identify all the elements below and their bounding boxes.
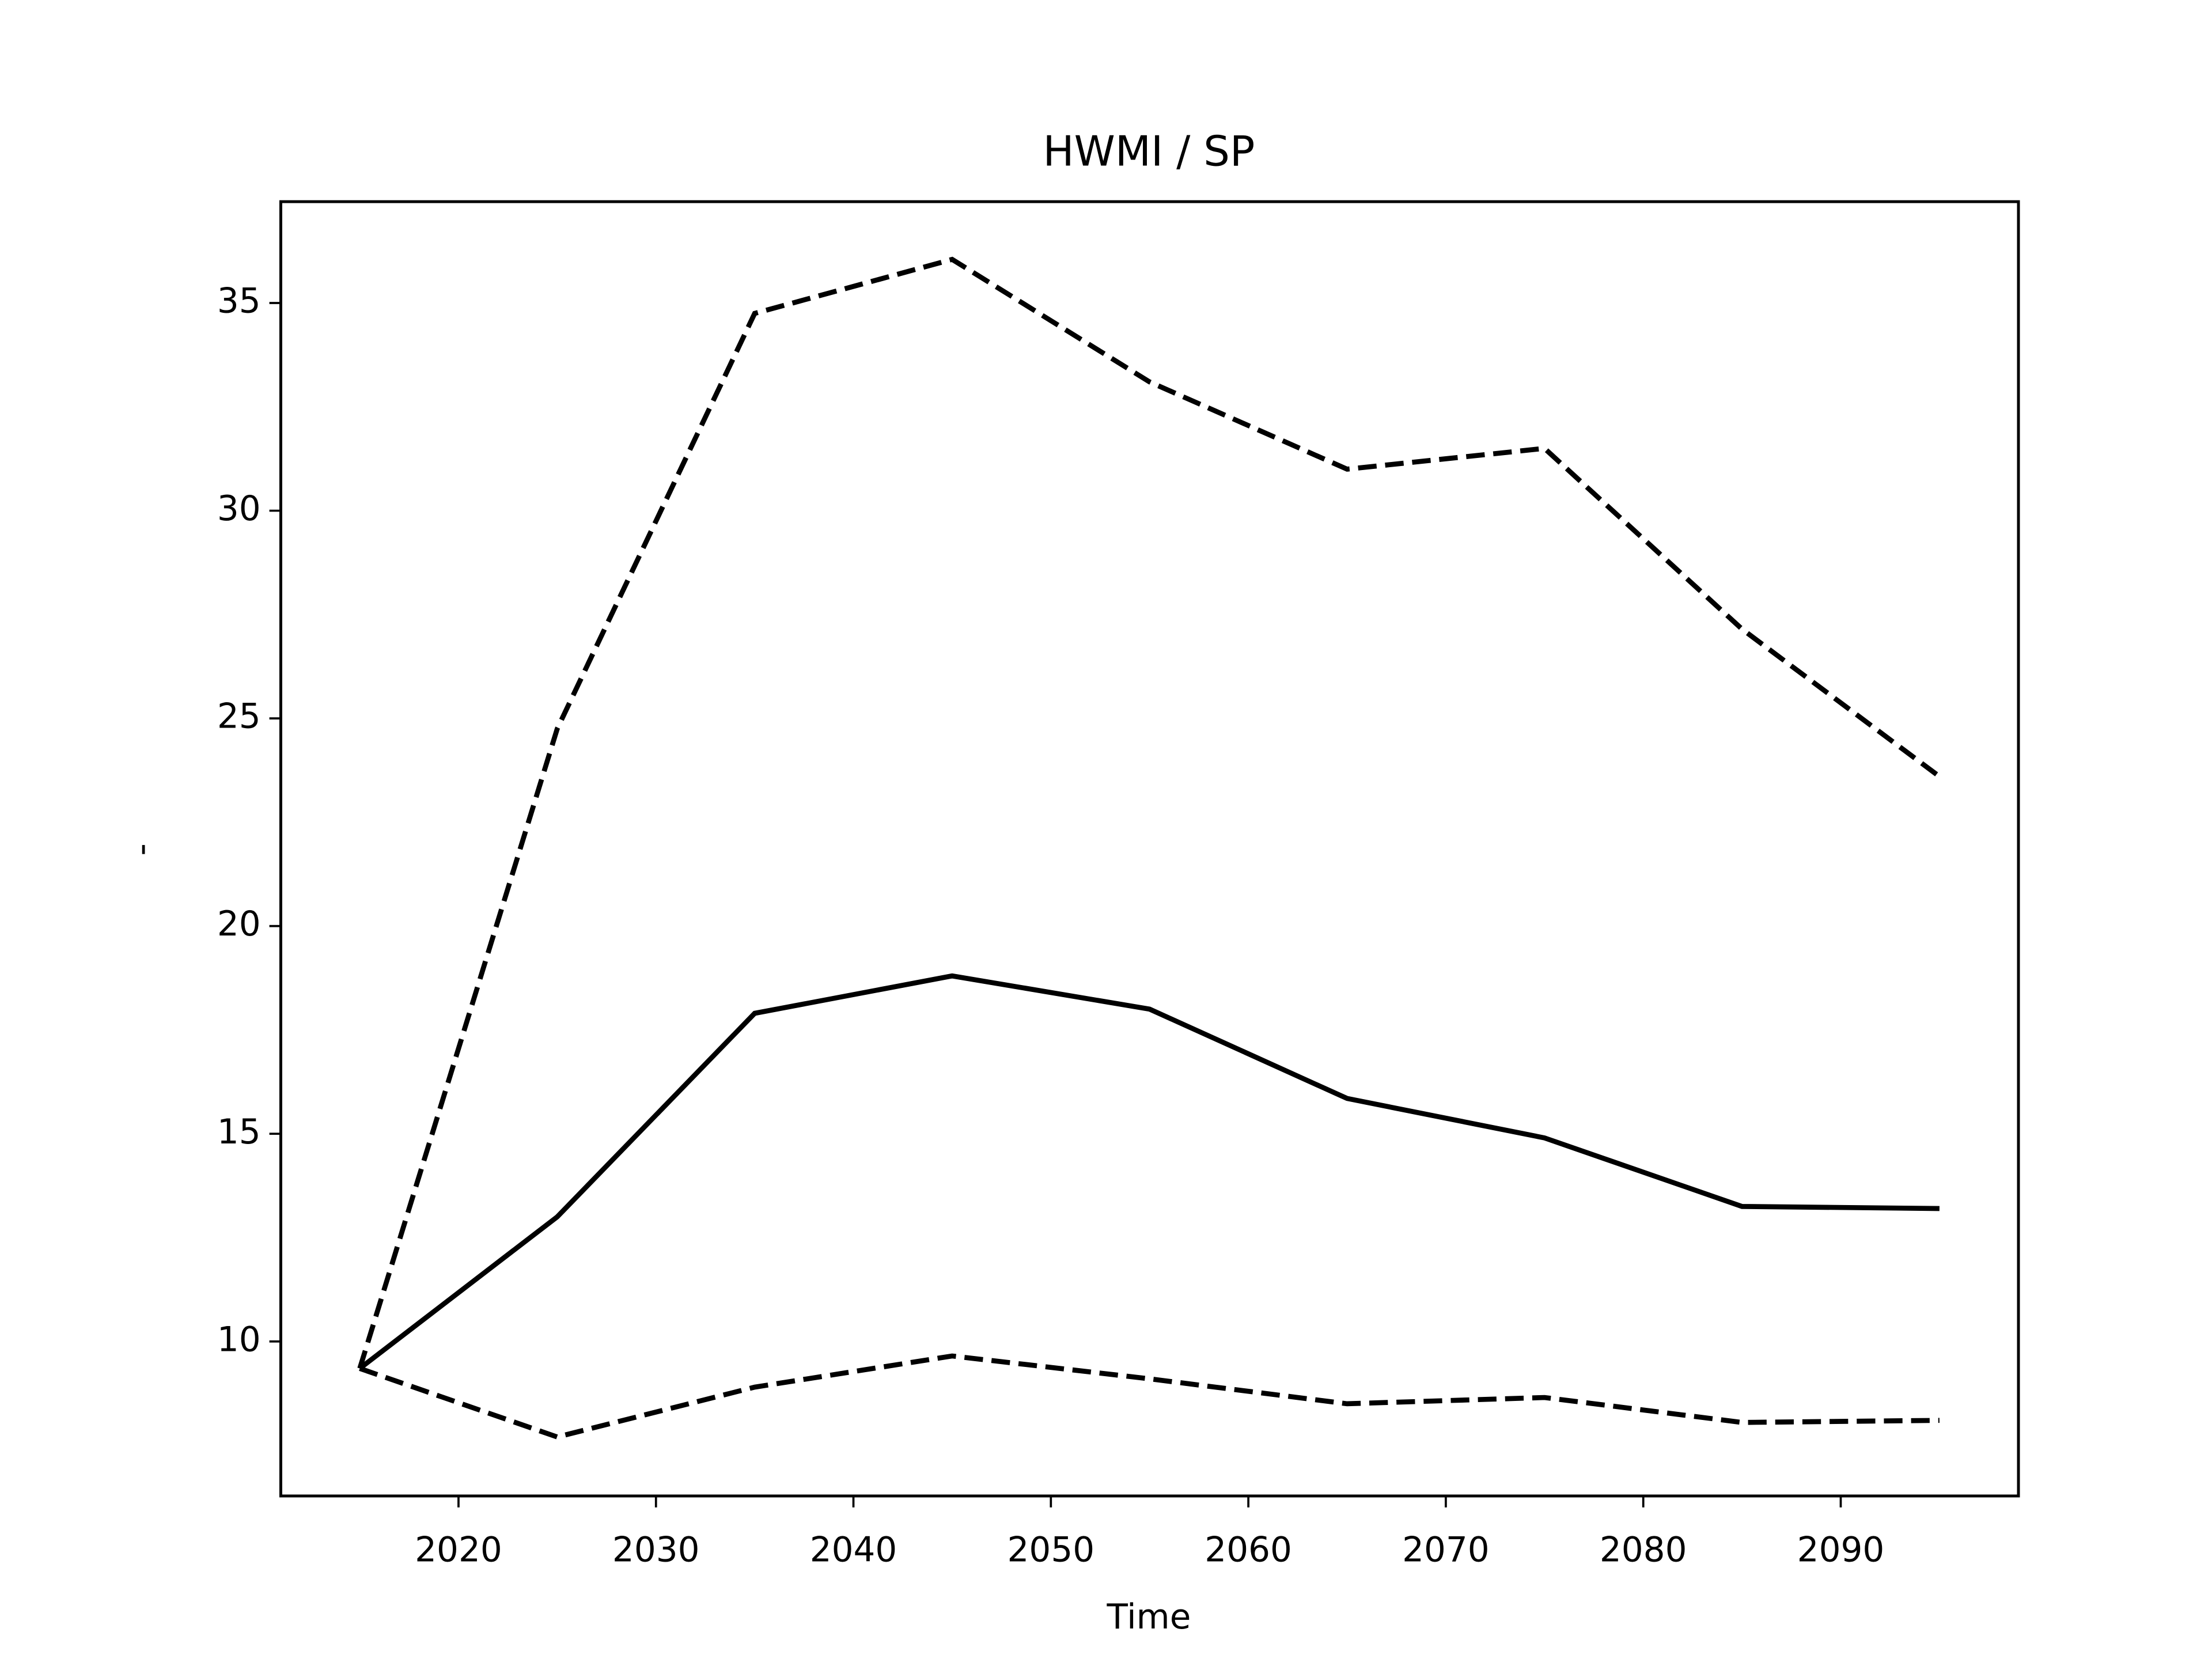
line-series — [358, 973, 1940, 1371]
x-axis-label: Time — [1107, 1597, 1191, 1637]
y-tick-label: 15 — [217, 1112, 261, 1152]
y-axis-label: - — [122, 843, 162, 855]
x-tick-label: 2060 — [1205, 1530, 1292, 1570]
plot-frame — [279, 200, 2020, 1498]
y-tick-label: 25 — [217, 697, 261, 737]
x-tick-label: 2090 — [1797, 1530, 1885, 1570]
y-tick-label: 35 — [217, 282, 261, 321]
x-tick-label: 2080 — [1600, 1530, 1687, 1570]
y-tick-label: 20 — [217, 904, 261, 944]
x-tick-label: 2040 — [810, 1530, 897, 1570]
x-tick-label: 2030 — [612, 1530, 700, 1570]
line-series — [357, 256, 1941, 1369]
y-tick-label: 10 — [217, 1320, 261, 1359]
x-tick-label: 2050 — [1007, 1530, 1095, 1570]
chart-title: HWMI / SP — [1043, 127, 1255, 176]
line-series — [359, 1353, 1940, 1440]
x-tick-label: 2070 — [1402, 1530, 1490, 1570]
y-tick-label: 30 — [217, 489, 261, 529]
x-tick-label: 2020 — [415, 1530, 502, 1570]
